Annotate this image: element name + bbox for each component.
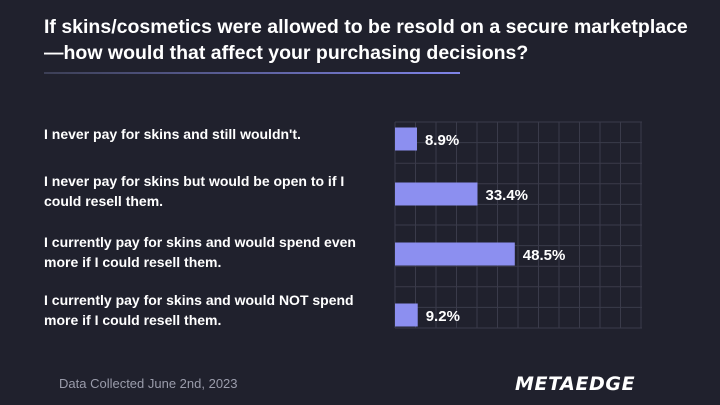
chart-data-labels: 8.9% 33.4% 48.5% 9.2% — [425, 132, 565, 325]
category-label-3: I currently pay for skins and would spen… — [44, 234, 356, 270]
category-label-4: I currently pay for skins and would NOT … — [44, 292, 354, 328]
data-label-2: 33.4% — [485, 187, 528, 204]
bar-2 — [395, 182, 478, 206]
chart-grid — [394, 121, 642, 329]
chart-title: If skins/cosmetics were allowed to be re… — [44, 16, 688, 64]
title-underline — [44, 72, 460, 74]
logo-wordmark: METAEDGE — [515, 373, 635, 394]
bar-1 — [395, 127, 417, 151]
metaedge-logo: METAEDGE — [515, 372, 677, 399]
data-label-3: 48.5% — [523, 247, 566, 264]
data-label-4: 9.2% — [426, 308, 460, 325]
data-label-1: 8.9% — [425, 132, 459, 149]
data-collected-note: Data Collected June 2nd, 2023 — [59, 376, 238, 391]
chart-bars — [395, 127, 515, 327]
category-label-2: I never pay for skins but would be open … — [44, 173, 345, 209]
bar-4 — [395, 303, 418, 327]
bar-3 — [395, 242, 515, 266]
category-label-1: I never pay for skins and still wouldn't… — [44, 126, 301, 142]
